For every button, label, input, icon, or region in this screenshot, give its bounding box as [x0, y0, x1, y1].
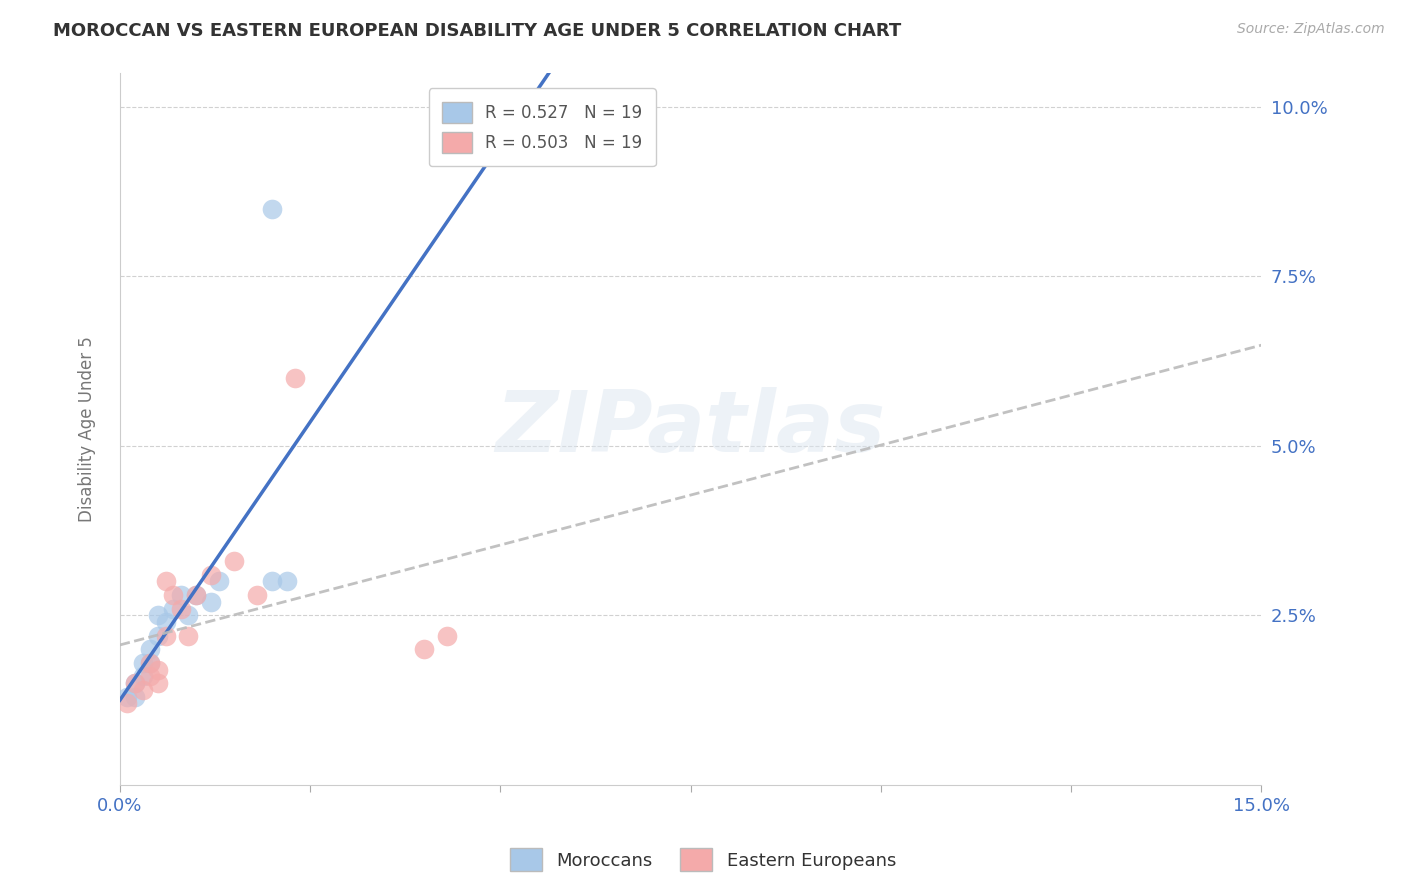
Point: [124, 676, 146, 690]
Point: [124, 676, 146, 690]
Point: [117, 690, 139, 704]
Point: [276, 574, 298, 589]
Point: [131, 656, 153, 670]
Text: ZIPatlas: ZIPatlas: [495, 387, 886, 470]
Point: [162, 588, 184, 602]
Point: [139, 642, 162, 657]
Point: [146, 608, 169, 623]
Point: [146, 676, 169, 690]
Point: [170, 588, 193, 602]
Point: [222, 554, 245, 568]
Point: [208, 574, 231, 589]
Point: [124, 690, 146, 704]
Point: [131, 669, 153, 683]
Point: [162, 601, 184, 615]
Point: [139, 656, 162, 670]
Legend: R = 0.527   N = 19, R = 0.503   N = 19: R = 0.527 N = 19, R = 0.503 N = 19: [429, 88, 655, 166]
Point: [131, 682, 153, 697]
Point: [413, 642, 436, 657]
Point: [200, 595, 222, 609]
Text: MOROCCAN VS EASTERN EUROPEAN DISABILITY AGE UNDER 5 CORRELATION CHART: MOROCCAN VS EASTERN EUROPEAN DISABILITY …: [53, 22, 901, 40]
Point: [262, 574, 284, 589]
Point: [177, 608, 200, 623]
Point: [146, 629, 169, 643]
Point: [246, 588, 269, 602]
Point: [436, 629, 458, 643]
Point: [155, 629, 177, 643]
Text: Source: ZipAtlas.com: Source: ZipAtlas.com: [1237, 22, 1385, 37]
Point: [184, 588, 207, 602]
Point: [177, 629, 200, 643]
Point: [170, 601, 193, 615]
Point: [146, 663, 169, 677]
Point: [284, 371, 307, 385]
Point: [155, 615, 177, 629]
Point: [200, 567, 222, 582]
Point: [117, 697, 139, 711]
Point: [155, 574, 177, 589]
Point: [139, 656, 162, 670]
Y-axis label: Disability Age Under 5: Disability Age Under 5: [79, 336, 96, 522]
Point: [139, 669, 162, 683]
Legend: Moroccans, Eastern Europeans: Moroccans, Eastern Europeans: [502, 841, 904, 879]
Point: [184, 588, 207, 602]
Point: [262, 202, 284, 216]
